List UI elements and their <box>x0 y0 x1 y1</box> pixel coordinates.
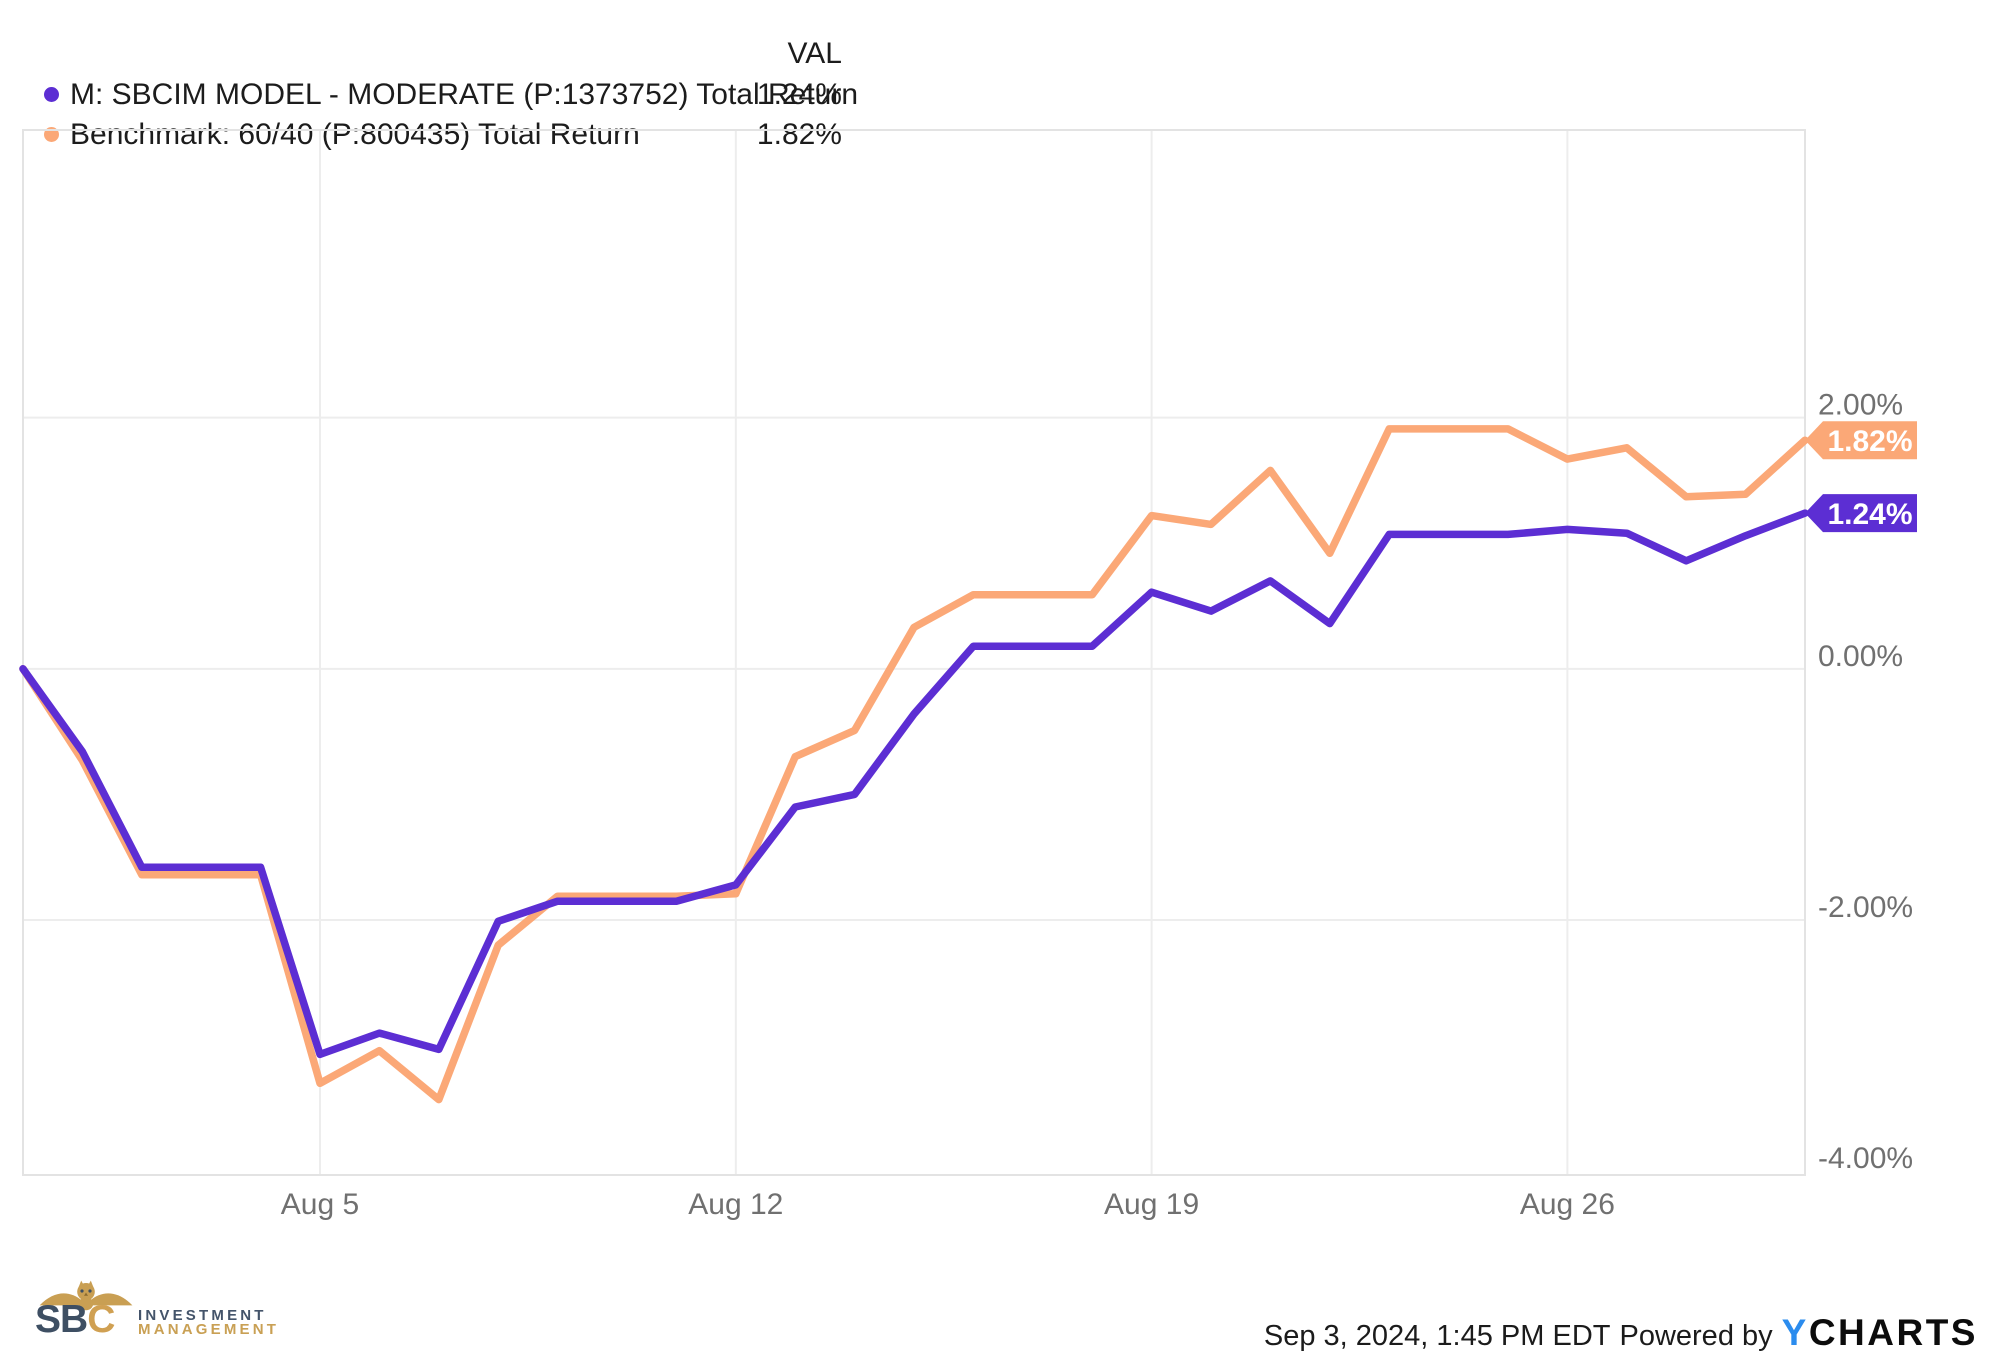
logo-wordmark: SBC <box>35 1298 115 1341</box>
value-flag-benchmark <box>1805 421 1917 460</box>
y-axis-tick-label: 2.00% <box>1818 389 1903 422</box>
x-axis-tick-label: Aug 5 <box>281 1188 359 1221</box>
ycharts-y: Y <box>1781 1312 1809 1353</box>
series-line-benchmark <box>19 425 1809 1104</box>
timestamp: Sep 3, 2024, 1:45 PM EDT <box>1263 1320 1611 1352</box>
legend-label: Benchmark: 60/40 (P:800435) Total Return <box>70 118 640 151</box>
series-line-moderate <box>19 509 1809 1059</box>
legend-value: 1.82% <box>756 118 842 151</box>
value-flag-label-benchmark: 1.82% <box>1827 425 1912 458</box>
sbc-investment-management-logo: SBC INVESTMENT MANAGEMENT <box>35 1280 295 1343</box>
value-flag-moderate <box>1805 494 1917 533</box>
y-axis-tick-label: -2.00% <box>1818 891 1913 924</box>
ycharts-charts: CHARTS <box>1808 1312 1978 1353</box>
x-axis-tick-label: Aug 19 <box>1104 1188 1199 1221</box>
ycharts-logo: YCHARTS <box>1782 1312 1978 1354</box>
owl-icon <box>39 1280 133 1311</box>
series-dot-moderate-icon <box>44 87 59 102</box>
logo-line-investment: INVESTMENT <box>138 1307 267 1324</box>
logo-c: C <box>87 1298 115 1341</box>
chart-attribution: Sep 3, 2024, 1:45 PM EDT Powered by YCHA… <box>1264 1312 1978 1354</box>
y-axis-tick-label: -4.00% <box>1818 1142 1913 1175</box>
legend-value: 1.24% <box>756 78 842 111</box>
logo-line-management: MANAGEMENT <box>138 1321 280 1338</box>
value-flag-label-moderate: 1.24% <box>1827 498 1912 531</box>
plot-border <box>22 129 1806 1176</box>
y-axis-tick-label: 0.00% <box>1818 640 1903 673</box>
x-axis-tick-label: Aug 12 <box>688 1188 783 1221</box>
logo-sb: SB <box>35 1298 88 1341</box>
x-axis-tick-label: Aug 26 <box>1520 1188 1615 1221</box>
legend-item-moderate: M: SBCIM MODEL - MODERATE (P:1373752) To… <box>0 77 900 113</box>
legend-label: M: SBCIM MODEL - MODERATE (P:1373752) To… <box>70 78 859 111</box>
powered-by-label: Powered by <box>1619 1320 1773 1352</box>
legend-value-column-header: VAL <box>787 37 842 70</box>
